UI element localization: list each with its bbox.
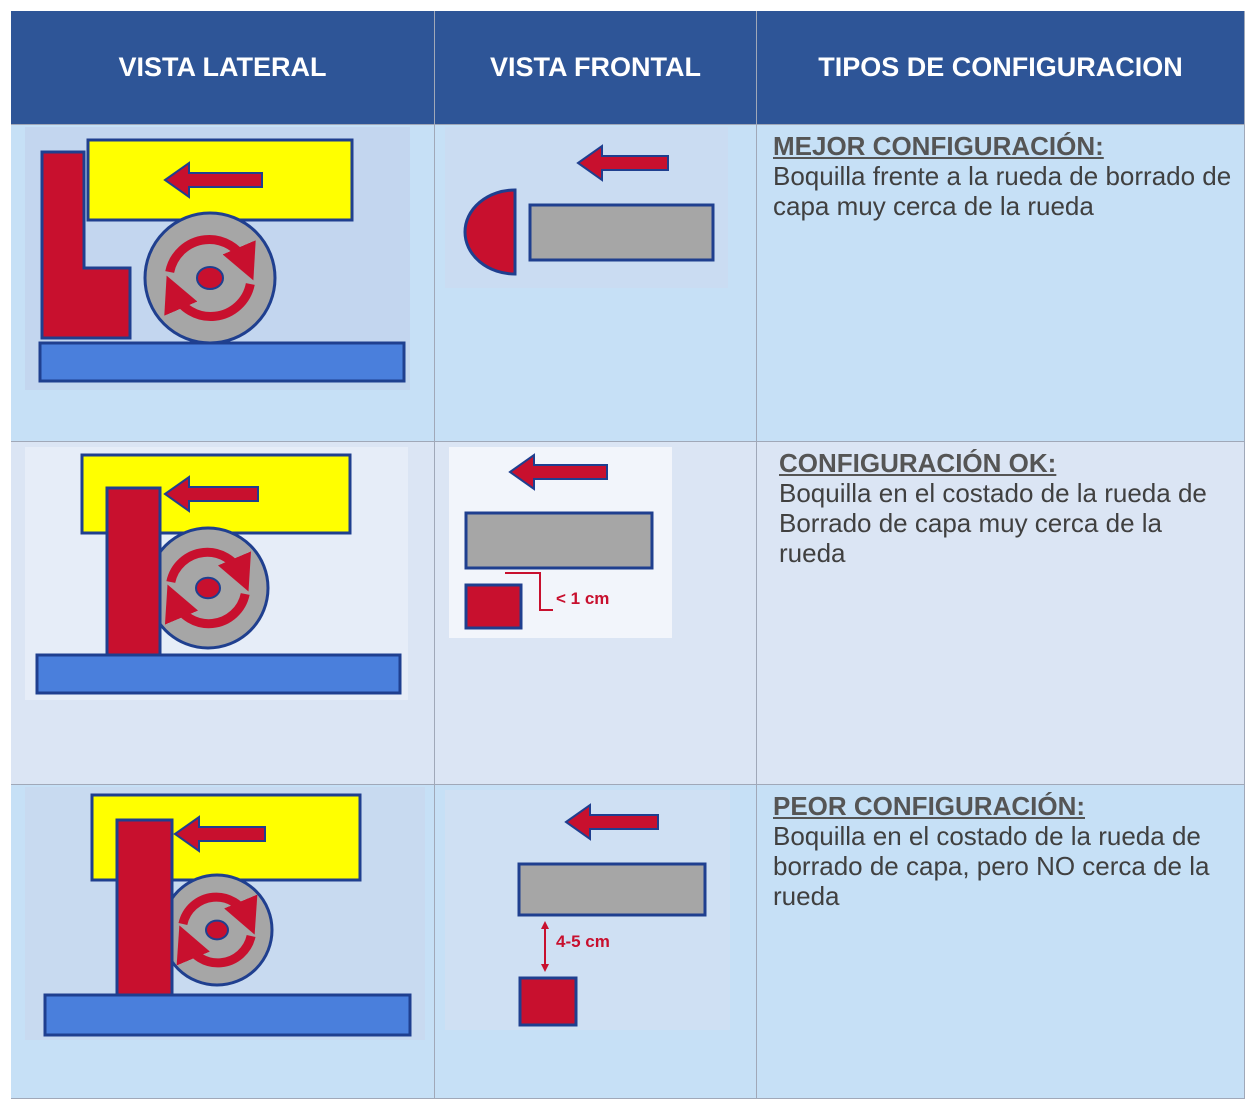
hub bbox=[205, 919, 229, 941]
wheel-front bbox=[517, 862, 707, 917]
base bbox=[43, 993, 412, 1037]
cell: PEOR CONFIGURACIÓN: Boquilla en el costad… bbox=[757, 785, 1245, 1099]
row-description: Boquilla en el costado de la rueda de bo… bbox=[773, 821, 1210, 911]
distance-label: < 1 cm bbox=[556, 589, 609, 608]
distance-bracket bbox=[505, 572, 553, 611]
base bbox=[38, 341, 406, 383]
header-cell: VISTA FRONTAL bbox=[435, 11, 757, 125]
arrow bbox=[508, 453, 608, 491]
hub bbox=[196, 265, 224, 291]
row-description: Boquilla en el costado de la rueda de Bo… bbox=[779, 478, 1207, 568]
rotation bbox=[178, 892, 258, 935]
row-title: CONFIGURACIÓN OK: bbox=[779, 448, 1057, 478]
header-cell: VISTA LATERAL bbox=[11, 11, 435, 125]
header-cell: TIPOS DE CONFIGURACION bbox=[757, 11, 1245, 125]
rotation bbox=[165, 235, 256, 281]
nozzle bbox=[105, 486, 162, 672]
rotation bbox=[166, 547, 251, 592]
arrow bbox=[576, 144, 669, 182]
nozzle bbox=[518, 976, 578, 1027]
nozzle bbox=[463, 188, 517, 276]
row-description: Boquilla frente a la rueda de borrado de… bbox=[773, 161, 1232, 221]
arrow bbox=[564, 803, 659, 841]
wheel-front bbox=[464, 511, 654, 570]
hub bbox=[195, 576, 221, 600]
arrow bbox=[173, 815, 266, 853]
wheel-front bbox=[528, 203, 715, 262]
base bbox=[35, 653, 402, 695]
nozzle bbox=[464, 583, 523, 630]
rotation bbox=[176, 925, 256, 968]
arrow bbox=[163, 475, 259, 513]
arrow bbox=[163, 161, 263, 199]
cell: MEJOR CONFIGURACIÓN: Boquilla frente a la… bbox=[757, 125, 1245, 442]
row-title: MEJOR CONFIGURACIÓN: bbox=[773, 131, 1104, 161]
row-title: PEOR CONFIGURACIÓN: bbox=[773, 791, 1085, 821]
distance-label: 4-5 cm bbox=[556, 932, 610, 951]
rotation bbox=[164, 275, 255, 321]
nozzle bbox=[40, 150, 132, 340]
rotation bbox=[165, 584, 250, 629]
nozzle bbox=[115, 818, 174, 1005]
